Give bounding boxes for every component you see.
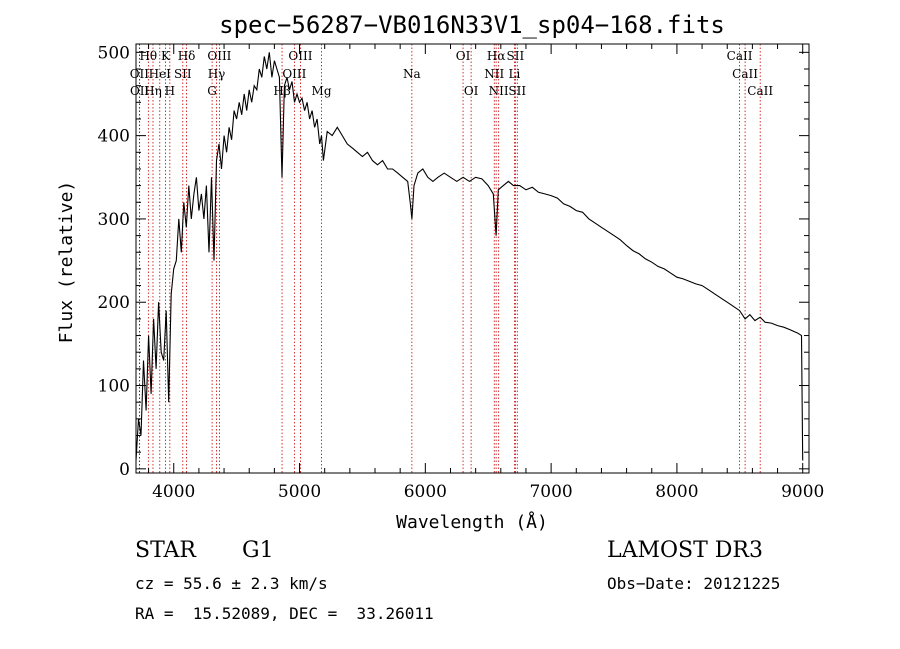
y-axis-label: Flux (relative): [56, 181, 77, 344]
line-marker-label: NII: [489, 84, 509, 98]
x-axis-ticks: 4000 5000 6000 7000 8000 9000: [148, 44, 824, 502]
line-marker-label: Hα: [487, 49, 506, 63]
emission-line-markers: [138, 44, 761, 473]
line-marker-label: OII: [130, 67, 150, 81]
y-tick-label: 400: [98, 127, 130, 147]
chart-title: spec−56287−VB016N33V1_sp04−168.fits: [219, 11, 725, 39]
spectrum-chart: spec−56287−VB016N33V1_sp04−168.fits Hθ OI…: [56, 11, 824, 533]
x-axis-label: Wavelength (Å): [396, 511, 548, 533]
object-class: STAR: [135, 538, 196, 563]
survey-label: LAMOST DR3: [607, 538, 763, 563]
redshift-velocity: cz = 55.6 ± 2.3 km/s: [135, 574, 328, 593]
line-marker-label: SII: [507, 49, 525, 63]
line-marker-label: SII: [174, 67, 192, 81]
line-marker-label: NII: [484, 67, 504, 81]
line-marker-label: Mg: [312, 84, 332, 98]
line-marker-label: HeI: [149, 67, 172, 81]
observation-date: Obs−Date: 20121225: [607, 574, 781, 593]
y-tick-label: 300: [98, 210, 130, 230]
line-marker-label: OII: [130, 84, 150, 98]
line-marker-label: Hβ: [273, 84, 290, 98]
x-tick-label: 8000: [655, 482, 698, 502]
y-tick-label: 200: [98, 293, 130, 313]
line-marker-label: OI: [464, 84, 479, 98]
line-marker-label: OI: [456, 49, 471, 63]
line-marker-label: OIII: [282, 67, 306, 81]
line-marker-label: K: [161, 49, 171, 63]
y-tick-label: 0: [119, 460, 130, 480]
x-tick-label: 6000: [404, 482, 447, 502]
object-subclass: G1: [242, 538, 274, 563]
x-tick-label: 5000: [278, 482, 321, 502]
line-marker-label: Hθ: [139, 49, 157, 63]
y-axis-ticks: 0 100 200 300 400 500: [98, 43, 809, 480]
x-tick-label: 7000: [529, 482, 572, 502]
line-marker-label: CaII: [732, 67, 758, 81]
coordinates: RA = 15.52089, DEC = 33.26011: [135, 604, 434, 623]
y-tick-label: 100: [98, 377, 130, 397]
plot-frame: [135, 43, 810, 474]
line-marker-label: Hγ: [208, 67, 226, 81]
line-marker-label: Na: [403, 67, 421, 81]
line-marker-label: CaII: [747, 84, 773, 98]
x-tick-label: 4000: [152, 482, 195, 502]
line-marker-label: CaII: [727, 49, 753, 63]
x-tick-label: 9000: [781, 482, 824, 502]
line-marker-label: SII: [508, 84, 526, 98]
line-marker-label: Li: [508, 67, 520, 81]
y-tick-label: 500: [98, 43, 130, 63]
line-marker-label: Hδ: [178, 49, 196, 63]
line-marker-label: OIII: [288, 49, 312, 63]
line-marker-label: Hη: [144, 84, 162, 98]
line-marker-label: G: [207, 84, 217, 98]
line-marker-label: H: [165, 84, 175, 98]
flux-series-line: [135, 52, 804, 461]
line-marker-label: OIII: [207, 49, 231, 63]
